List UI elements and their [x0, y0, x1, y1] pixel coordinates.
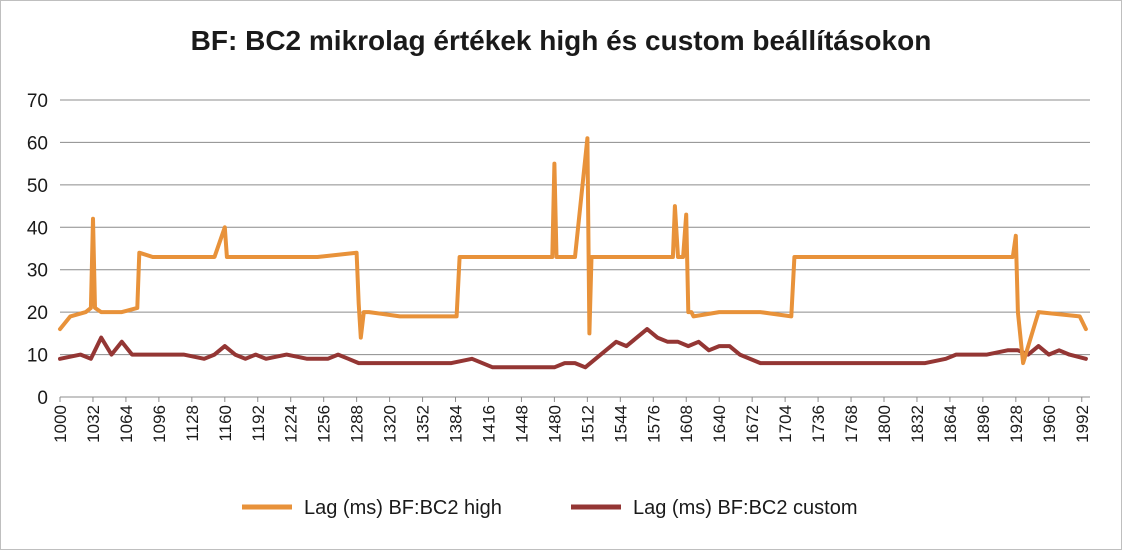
x-tick-label: 1576	[644, 405, 663, 443]
x-tick-label: 1288	[348, 405, 367, 443]
x-tick-label: 1704	[776, 405, 795, 443]
x-tick-label: 1224	[282, 405, 301, 443]
x-tick-label: 1128	[183, 405, 202, 442]
x-tick-label: 1928	[1007, 405, 1026, 443]
series-line-0	[58, 136, 1088, 366]
y-tick-label: 60	[27, 133, 48, 154]
y-tick-label: 10	[27, 346, 48, 367]
x-tick-label: 1160	[216, 405, 235, 442]
y-tick-label: 50	[27, 176, 48, 197]
x-tick-label: 1960	[1040, 405, 1059, 443]
y-tick-label: 70	[27, 91, 48, 112]
x-tick-label: 1608	[677, 405, 696, 443]
x-tick-label: 1032	[84, 405, 103, 443]
x-tick-label: 1800	[875, 405, 894, 443]
y-tick-label: 40	[27, 218, 48, 239]
x-tick-label: 1096	[150, 405, 169, 443]
x-tick-label: 1768	[842, 405, 861, 443]
grid-lines	[60, 99, 1090, 398]
y-tick-label: 30	[27, 261, 48, 282]
x-tick-label: 1384	[447, 405, 466, 443]
x-tick-label: 1416	[479, 405, 498, 443]
x-tick-label: 1864	[941, 405, 960, 443]
series-line-1	[58, 327, 1088, 370]
y-tick-label: 0	[37, 388, 48, 409]
x-tick-label: 1544	[611, 405, 630, 443]
x-tick-label: 1736	[809, 405, 828, 443]
legend-label: Lag (ms) BF:BC2 high	[304, 497, 502, 519]
x-tick-label: 1352	[414, 405, 433, 443]
x-tick-label: 1064	[117, 405, 136, 443]
x-tick-label: 1000	[51, 405, 70, 443]
x-tick-label: 1512	[578, 405, 597, 443]
y-tick-label: 20	[27, 303, 48, 324]
chart-title: BF: BC2 mikrolag értékek high és custom …	[190, 25, 932, 56]
x-tick-label: 1320	[381, 405, 400, 443]
x-tick-label: 1896	[974, 405, 993, 443]
legend: Lag (ms) BF:BC2 high Lag (ms) BF:BC2 cust…	[242, 497, 858, 519]
series-lines	[58, 136, 1088, 370]
x-tick-label: 1672	[743, 405, 762, 443]
x-tick-label: 1832	[908, 405, 927, 443]
y-axis-ticks: 0 10 20 30 40 50 60 70	[27, 91, 48, 409]
x-tick-label: 1192	[249, 405, 268, 442]
x-axis-ticks: 1000 1032 1064 1096 1128 1160 1192 1224 1256 1288…	[51, 397, 1092, 443]
x-tick-label: 1480	[545, 405, 564, 443]
x-tick-label: 1256	[315, 405, 334, 443]
legend-label: Lag (ms) BF:BC2 custom	[633, 497, 858, 519]
x-tick-label: 1992	[1073, 405, 1092, 443]
x-tick-label: 1640	[710, 405, 729, 443]
x-tick-label: 1448	[512, 405, 531, 443]
